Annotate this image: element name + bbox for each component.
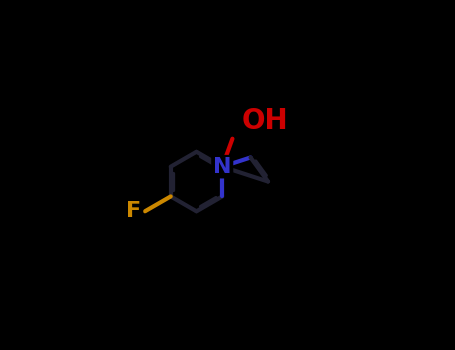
Text: N: N xyxy=(213,157,232,177)
Text: F: F xyxy=(126,201,142,221)
Text: OH: OH xyxy=(241,107,288,135)
